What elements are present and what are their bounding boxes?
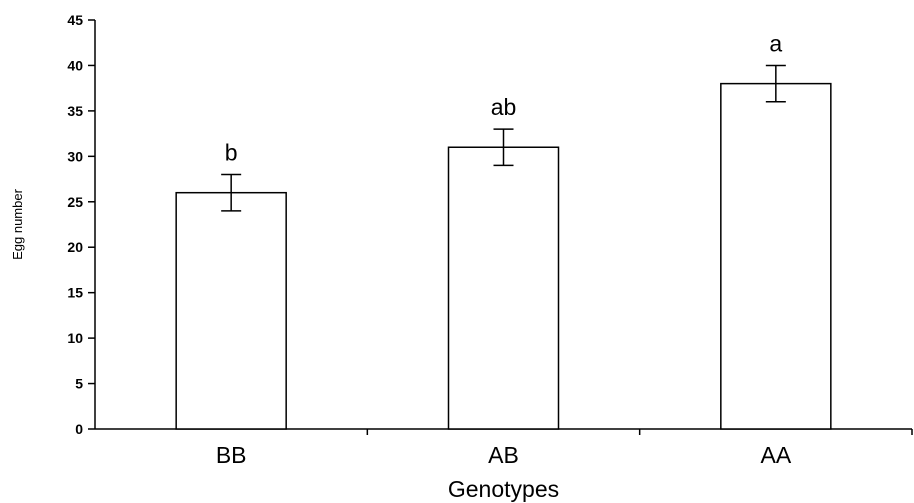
significance-label: b bbox=[225, 140, 238, 166]
y-tick-label: 15 bbox=[67, 285, 83, 301]
bar bbox=[175, 191, 287, 430]
significance-label: a bbox=[769, 30, 782, 56]
y-tick-label: 5 bbox=[75, 376, 83, 392]
y-tick-label: 35 bbox=[67, 103, 83, 119]
y-axis-title: Egg number bbox=[10, 188, 25, 259]
bar bbox=[720, 82, 832, 430]
x-tick-label: AA bbox=[760, 442, 791, 468]
y-tick-label: 10 bbox=[67, 330, 83, 346]
x-tick-label: AB bbox=[488, 442, 519, 468]
y-tick-label: 30 bbox=[67, 148, 83, 164]
significance-label: ab bbox=[491, 94, 517, 120]
y-tick-label: 20 bbox=[67, 239, 83, 255]
y-tick-label: 0 bbox=[75, 421, 83, 437]
labels: b BB ab AB a AA bbox=[216, 30, 792, 468]
x-tick-label: BB bbox=[216, 442, 247, 468]
x-axis-title: Genotypes bbox=[448, 476, 559, 502]
y-tick-label: 25 bbox=[67, 194, 83, 210]
y-tick-label: 40 bbox=[67, 57, 83, 73]
y-tick-label: 45 bbox=[67, 12, 83, 28]
bars bbox=[175, 82, 832, 430]
error-bars bbox=[221, 64, 786, 212]
bar bbox=[447, 146, 560, 430]
